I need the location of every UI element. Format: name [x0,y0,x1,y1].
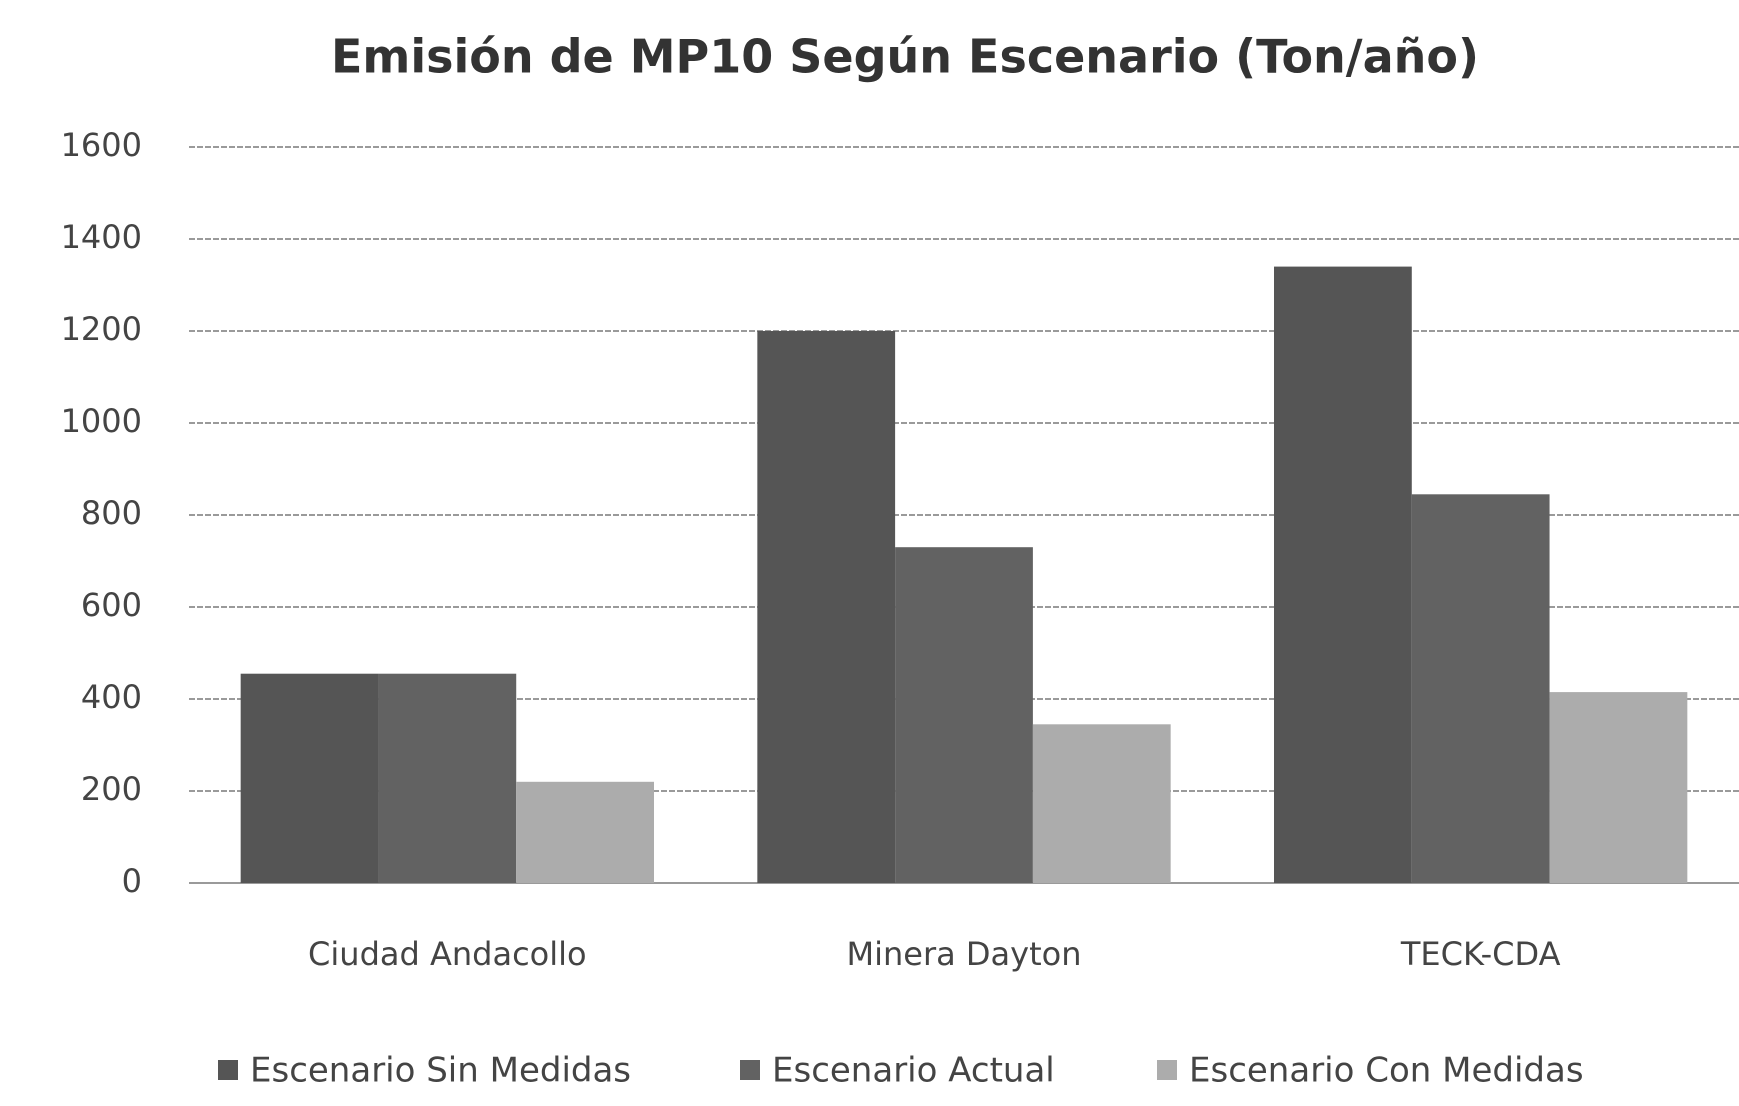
x-tick-label: Ciudad Andacollo [308,935,587,973]
legend-label: Escenario Sin Medidas [250,1051,631,1091]
y-tick-label: 1200 [61,310,142,348]
y-tick-label: 1400 [61,218,142,256]
legend-swatch [218,1060,238,1080]
bar [757,331,896,883]
x-tick-label: TECK-CDA [1400,935,1561,973]
legend-swatch [1157,1060,1177,1080]
y-tick-label: 600 [81,586,142,624]
bar [1549,692,1688,883]
bar [516,781,654,883]
bar [240,673,379,883]
y-tick-label: 200 [81,770,142,808]
y-tick-label: 800 [81,494,142,532]
bar [895,547,1033,883]
y-tick-label: 400 [81,678,142,716]
legend-label: Escenario Actual [772,1051,1055,1091]
bar [1274,266,1412,884]
bar [378,673,517,883]
legend-label: Escenario Con Medidas [1189,1051,1584,1091]
legend-swatch [740,1060,760,1080]
bar [1411,494,1550,883]
bar [1032,724,1171,883]
y-tick-label: 1600 [61,126,142,164]
x-tick-label: Minera Dayton [847,935,1082,973]
y-tick-label: 0 [122,862,142,900]
chart-title: Emisión de MP10 Según Escenario (Ton/año… [331,30,1479,84]
y-tick-label: 1000 [61,402,142,440]
